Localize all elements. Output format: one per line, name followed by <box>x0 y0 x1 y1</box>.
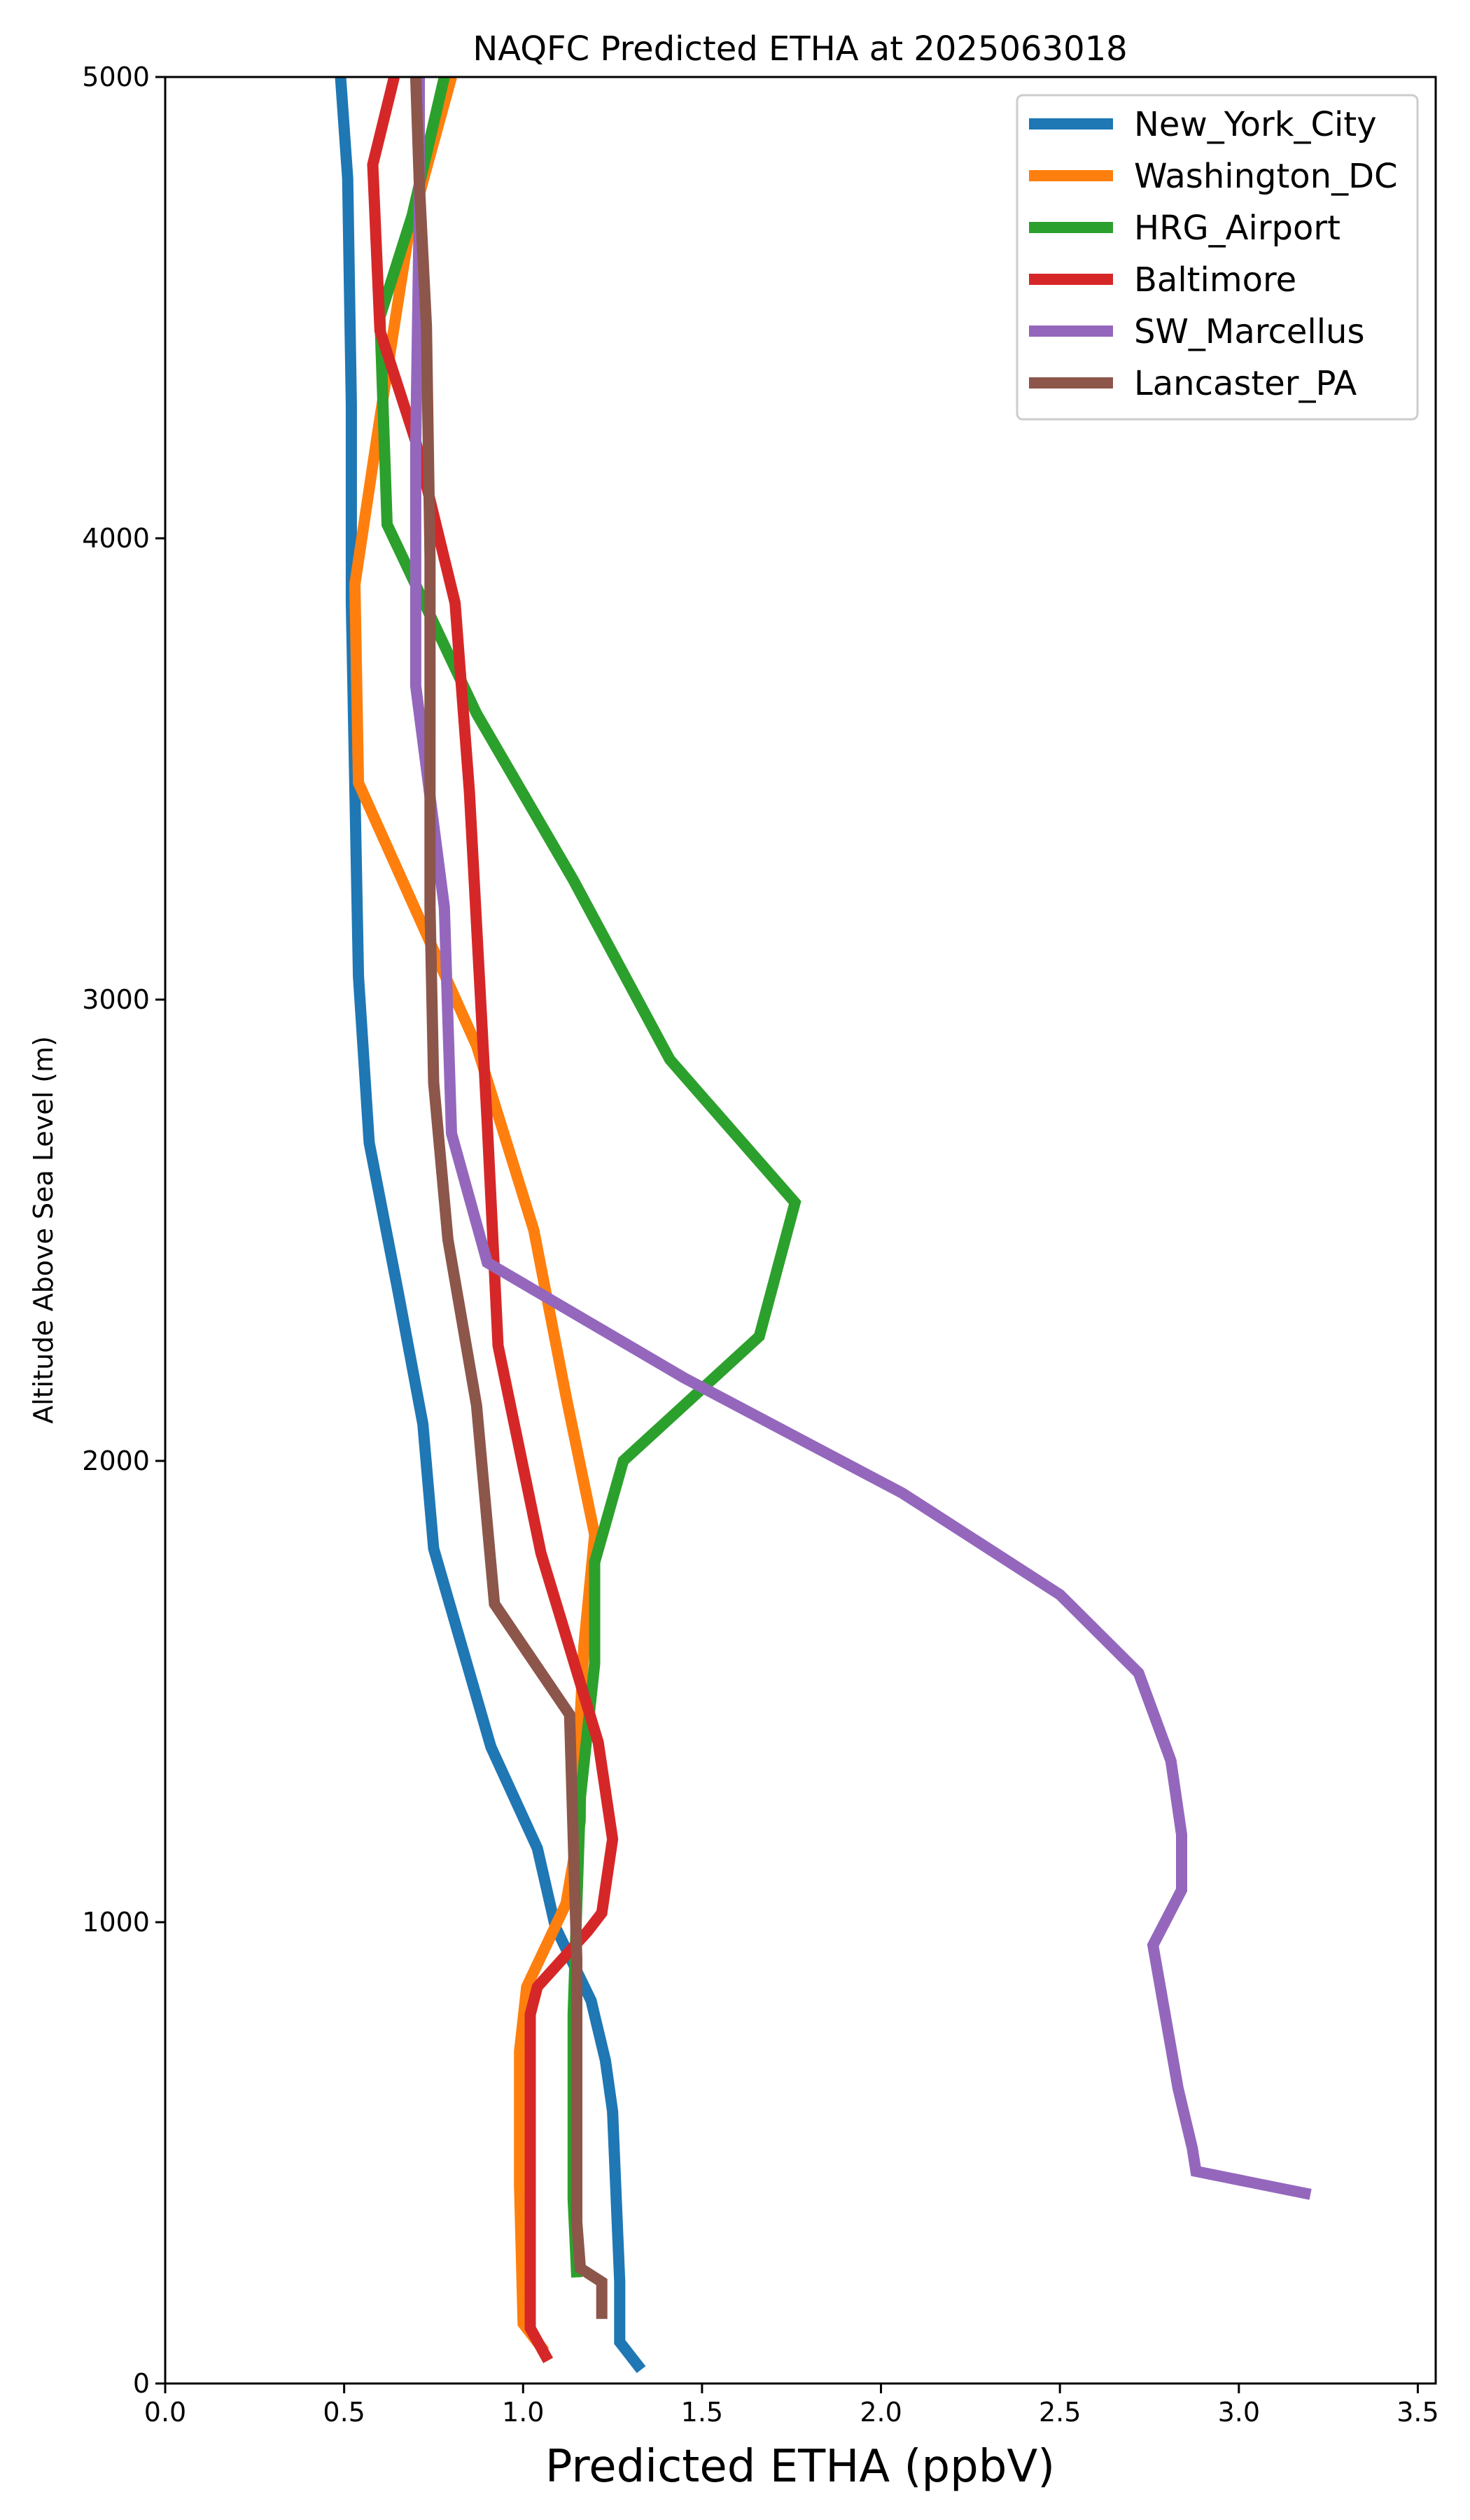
legend-box <box>1016 94 1419 421</box>
series-line-baltimore <box>367 77 619 2363</box>
y-tick-label: 0 <box>133 2368 150 2399</box>
series-line-new-york-city <box>335 77 646 2374</box>
x-axis: 0.0 0.5 1.0 1.5 2.0 2.5 3.0 3.5 <box>144 2384 1439 2428</box>
x-tick-label: 1.0 <box>502 2397 544 2428</box>
x-tick-label: 0.5 <box>323 2397 365 2428</box>
series-layer <box>335 77 1312 2374</box>
legend-label: New_York_City <box>1134 105 1377 144</box>
x-tick-label: 2.0 <box>860 2397 902 2428</box>
legend-label: Lancaster_PA <box>1134 364 1357 403</box>
x-tick-label: 1.5 <box>681 2397 723 2428</box>
series-line-lancaster-pa <box>410 77 608 2319</box>
legend-label: Baltimore <box>1134 260 1296 300</box>
chart-title: NAQFC Predicted ETHA at 2025063018 <box>472 29 1127 69</box>
series-line-sw-marcellus <box>410 77 1312 2200</box>
y-tick-label: 3000 <box>82 984 150 1015</box>
y-tick-label: 4000 <box>82 523 150 554</box>
x-tick-label: 2.5 <box>1039 2397 1081 2428</box>
x-tick-label: 3.0 <box>1218 2397 1260 2428</box>
x-tick-label: 3.5 <box>1396 2397 1438 2428</box>
y-axis-label: Altitude Above Sea Level (m) <box>28 1036 59 1424</box>
legend: New_York_City Washington_DC HRG_Airport Bal… <box>1016 94 1419 421</box>
x-axis-label: Predicted ETHA (ppbV) <box>545 2441 1055 2493</box>
y-axis: 0 1000 2000 3000 4000 5000 <box>82 62 165 2399</box>
y-tick-label: 5000 <box>82 62 150 92</box>
y-tick-label: 2000 <box>82 1446 150 1476</box>
y-tick-label: 1000 <box>82 1907 150 1938</box>
legend-label: SW_Marcellus <box>1134 312 1364 351</box>
legend-label: HRG_Airport <box>1134 209 1340 248</box>
x-tick-label: 0.0 <box>144 2397 186 2428</box>
plot-frame <box>164 76 1437 2385</box>
legend-label: Washington_DC <box>1134 157 1398 196</box>
